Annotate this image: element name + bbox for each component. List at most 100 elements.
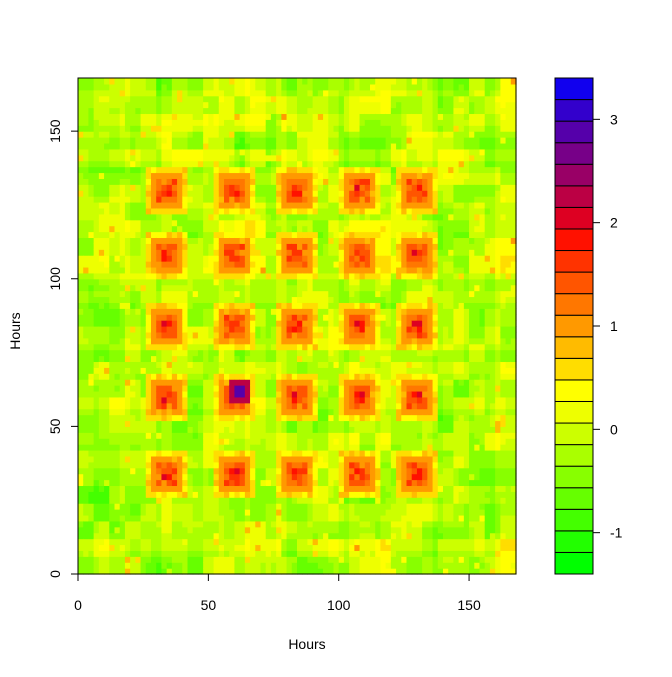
heatmap-cell [375, 491, 382, 498]
heatmap-cell [255, 402, 262, 410]
heatmap-cell [380, 314, 387, 321]
heatmap-cell [302, 361, 309, 368]
heatmap-cell [291, 420, 298, 427]
heatmap-cell [197, 302, 204, 309]
heatmap-cell [302, 349, 309, 357]
heatmap-cell [187, 107, 194, 115]
heatmap-cell [78, 520, 84, 528]
heatmap-cell [124, 420, 131, 427]
heatmap-cell [291, 361, 298, 368]
heatmap-cell [224, 160, 230, 168]
heatmap-cell [297, 337, 303, 345]
heatmap-cell [244, 190, 251, 197]
heatmap-cell [104, 272, 110, 280]
heatmap-cell [197, 497, 204, 504]
heatmap-cell [83, 83, 90, 91]
heatmap-cell [276, 343, 282, 351]
heatmap-cell [130, 568, 136, 575]
heatmap-cell [145, 101, 152, 109]
heatmap-cell [338, 284, 345, 292]
heatmap-cell [359, 520, 366, 528]
heatmap-cell [265, 243, 272, 250]
heatmap-cell [380, 355, 387, 363]
heatmap-cell [119, 385, 126, 392]
heatmap-cell [359, 249, 366, 256]
heatmap-cell [343, 426, 350, 433]
heatmap-cell [119, 355, 126, 363]
heatmap-cell [323, 396, 329, 404]
heatmap-cell [166, 402, 173, 410]
heatmap-cell [98, 89, 105, 97]
heatmap-cell [208, 266, 215, 274]
heatmap-cell [380, 154, 387, 162]
heatmap-cell [244, 255, 251, 262]
heatmap-cell [124, 190, 131, 197]
heatmap-cell [307, 514, 314, 522]
heatmap-cell [192, 89, 199, 97]
heatmap-cell [130, 249, 136, 256]
heatmap-cell [151, 455, 157, 463]
heatmap-cell [370, 343, 376, 351]
heatmap-cell [130, 355, 136, 363]
heatmap-cell [114, 520, 121, 528]
heatmap-cell [317, 509, 324, 516]
heatmap-cell [109, 243, 116, 250]
heatmap-cell [140, 491, 147, 498]
heatmap-cell [276, 137, 282, 144]
heatmap-cell [119, 231, 126, 239]
heatmap-cell [135, 154, 142, 162]
heatmap-cell [380, 343, 387, 351]
heatmap-cell [291, 261, 298, 268]
heatmap-cell [182, 78, 189, 85]
heatmap-cell [380, 538, 387, 546]
heatmap-cell [349, 207, 355, 215]
heatmap-cell [302, 455, 309, 463]
heatmap-cell [93, 509, 100, 516]
heatmap-cell [255, 367, 262, 374]
heatmap-cell [192, 390, 199, 398]
heatmap-cell [265, 196, 272, 203]
heatmap-cell [104, 420, 110, 427]
heatmap-cell [187, 119, 194, 126]
heatmap-cell [260, 314, 267, 321]
heatmap-cell [370, 556, 376, 563]
heatmap-cell [166, 308, 173, 315]
heatmap-cell [151, 172, 157, 179]
heatmap-cell [83, 290, 90, 298]
heatmap-cell [281, 213, 288, 221]
heatmap-cell [187, 532, 194, 540]
heatmap-cell [109, 119, 116, 126]
heatmap-cell [156, 131, 163, 138]
heatmap-cell [130, 326, 136, 333]
heatmap-cell [104, 367, 110, 374]
heatmap-cell [234, 190, 241, 197]
heatmap-cell [291, 450, 298, 457]
heatmap-cell [333, 438, 340, 445]
heatmap-cell [130, 255, 136, 262]
heatmap-cell [83, 107, 90, 115]
heatmap-cell [151, 509, 157, 516]
heatmap-cell [380, 142, 387, 150]
heatmap-cell [375, 213, 382, 221]
heatmap-cell [192, 331, 199, 339]
heatmap-cell [317, 290, 324, 298]
heatmap-cell [297, 467, 303, 475]
heatmap-cell [140, 331, 147, 339]
heatmap-cell [307, 467, 314, 475]
heatmap-cell [145, 83, 152, 91]
heatmap-cell [203, 473, 209, 481]
heatmap-cell [349, 520, 355, 528]
heatmap-cell [244, 125, 251, 132]
heatmap-cell [302, 202, 309, 209]
heatmap-cell [375, 278, 382, 286]
heatmap-cell [312, 349, 319, 357]
heatmap-cell [109, 497, 116, 504]
heatmap-cell [151, 402, 157, 410]
heatmap-cell [297, 142, 303, 150]
heatmap-cell [93, 450, 100, 457]
heatmap-cell [93, 544, 100, 551]
heatmap-cell [328, 432, 335, 439]
heatmap-cell [135, 290, 142, 298]
heatmap-cell [166, 343, 173, 351]
heatmap-cell [130, 113, 136, 120]
